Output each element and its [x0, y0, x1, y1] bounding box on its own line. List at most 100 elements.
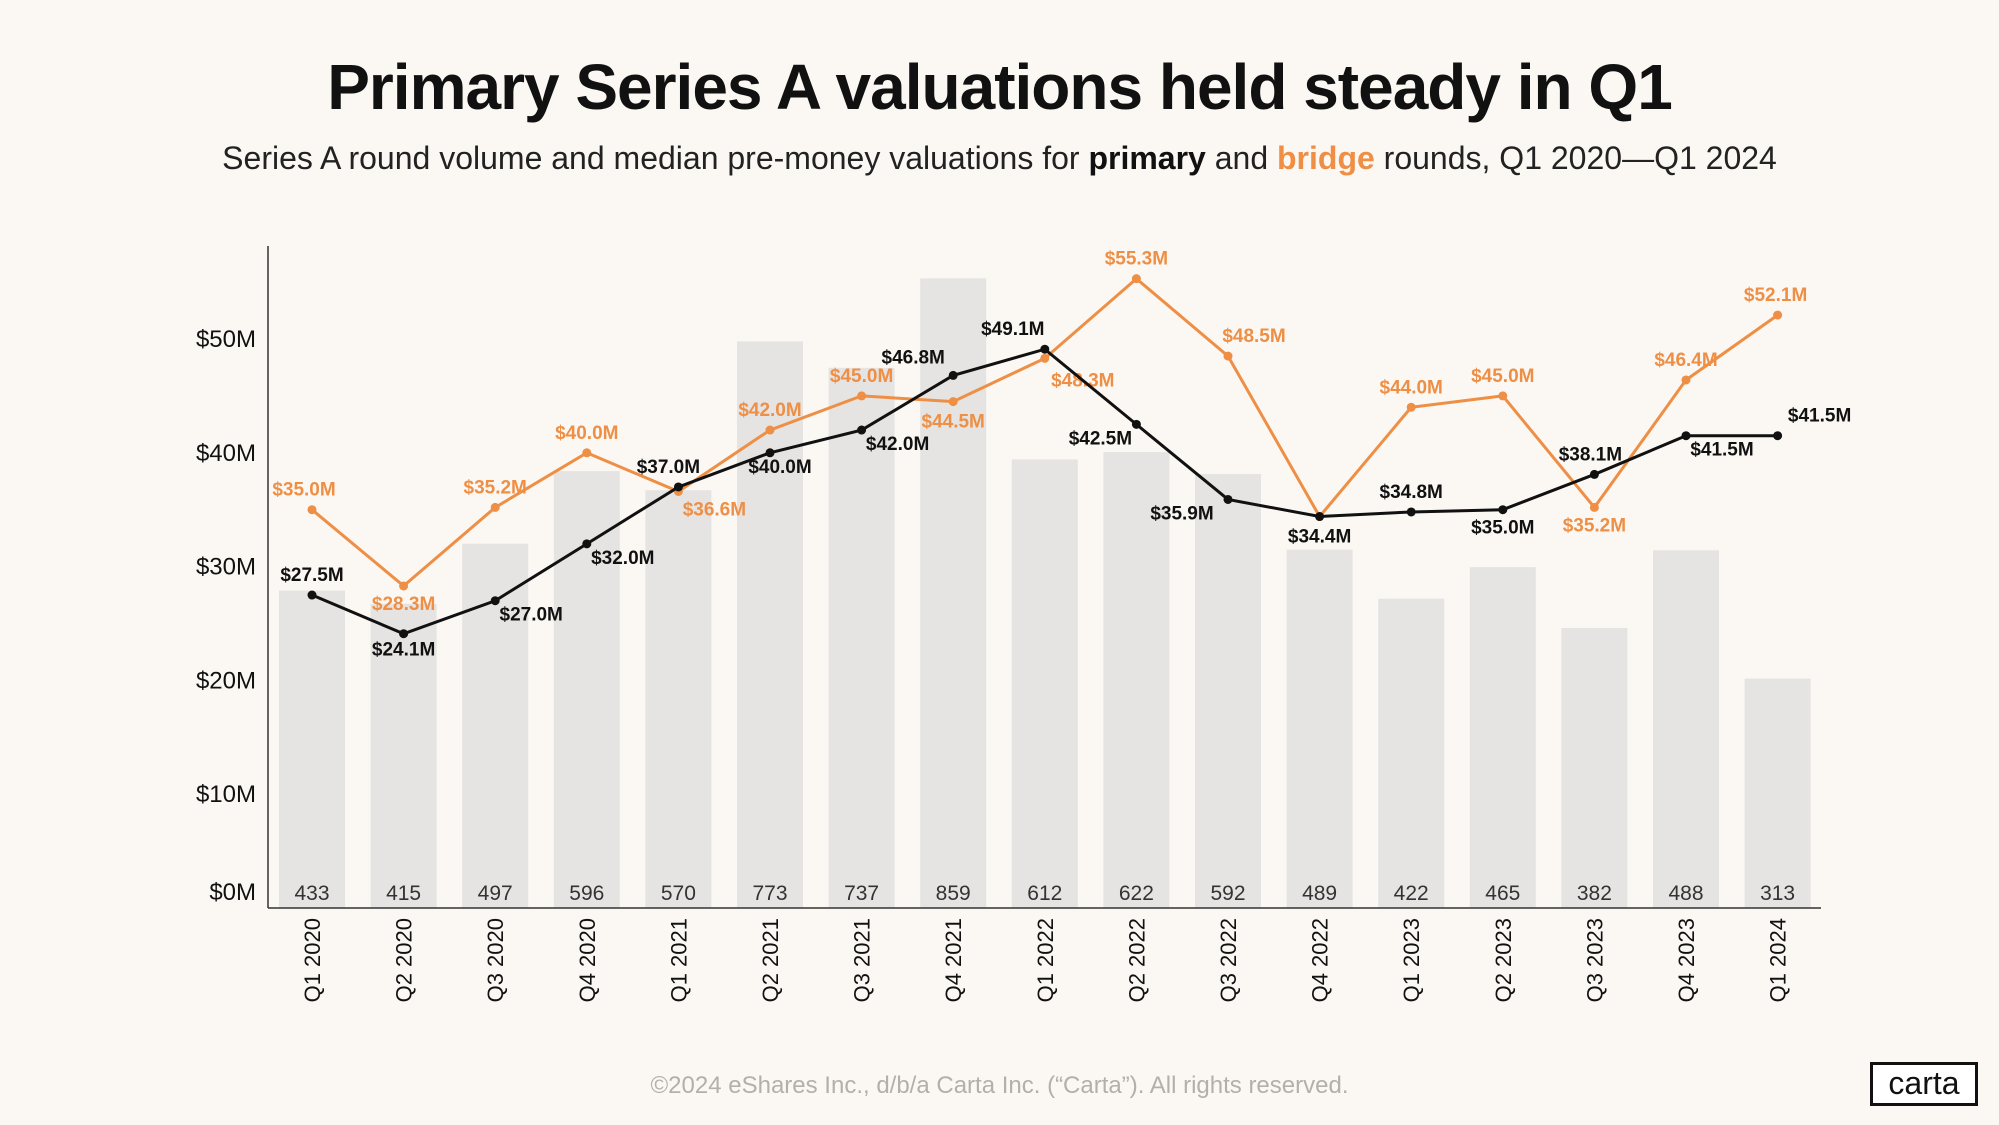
- carta-logo: carta: [1870, 1062, 1978, 1106]
- bridge-point: [1589, 502, 1599, 512]
- primary-data-label: $32.0M: [591, 548, 654, 569]
- primary-point: [1131, 419, 1141, 429]
- bar-count-label: 497: [478, 882, 513, 905]
- primary-data-label: $35.9M: [1150, 503, 1213, 524]
- primary-data-label: $42.5M: [1069, 428, 1132, 449]
- volume-bar: [1011, 459, 1078, 908]
- chart-subtitle: Series A round volume and median pre-mon…: [0, 140, 1999, 177]
- x-tick-label: Q3 2022: [1216, 918, 1241, 1002]
- bar-count-label: 488: [1668, 882, 1703, 905]
- y-tick-label: $40M: [196, 440, 256, 467]
- bar-count-label: 433: [294, 882, 329, 905]
- primary-point: [399, 629, 409, 639]
- bar-count-label: 592: [1210, 882, 1245, 905]
- primary-data-label: $49.1M: [981, 319, 1044, 340]
- bridge-data-label: $48.5M: [1222, 326, 1285, 347]
- primary-data-label: $35.0M: [1471, 518, 1534, 539]
- primary-point: [948, 370, 958, 380]
- volume-bar: [1378, 598, 1445, 908]
- bar-count-label: 570: [661, 882, 696, 905]
- primary-point: [1040, 344, 1050, 354]
- x-tick-label: Q4 2023: [1674, 918, 1699, 1002]
- volume-bar: [1195, 474, 1261, 908]
- y-tick-label: $50M: [196, 326, 256, 353]
- volume-bar: [553, 471, 620, 908]
- primary-data-label: $34.4M: [1288, 527, 1351, 548]
- bridge-point: [490, 502, 500, 512]
- volume-bar: [370, 603, 437, 908]
- subtitle-suffix: rounds, Q1 2020—Q1 2024: [1374, 140, 1777, 176]
- x-tick-label: Q1 2022: [1033, 918, 1058, 1002]
- x-tick-label: Q4 2022: [1308, 918, 1333, 1002]
- bridge-point: [1131, 274, 1141, 284]
- primary-point: [765, 448, 775, 458]
- volume-bar: [1561, 627, 1628, 908]
- volume-bar: [1286, 549, 1353, 908]
- primary-data-label: $42.0M: [866, 434, 929, 455]
- bar-count-label: 612: [1027, 882, 1062, 905]
- bridge-data-label: $52.1M: [1744, 285, 1807, 306]
- bar-count-label: 859: [936, 882, 971, 905]
- bridge-data-label: $45.0M: [1471, 366, 1534, 387]
- volume-bar: [279, 590, 345, 908]
- chart-title: Primary Series A valuations held steady …: [327, 51, 1673, 123]
- volume-bar: [1103, 452, 1170, 908]
- bridge-point: [857, 391, 867, 401]
- primary-data-label: $27.0M: [500, 605, 563, 626]
- primary-point: [307, 590, 317, 600]
- x-tick-label: Q3 2023: [1582, 918, 1607, 1002]
- x-tick-label: Q4 2021: [941, 918, 966, 1002]
- primary-point: [1681, 431, 1691, 441]
- bar-count-label: 422: [1394, 882, 1429, 905]
- volume-bar: [737, 341, 803, 908]
- bar-count-label: 737: [844, 882, 879, 905]
- volume-bar: [828, 367, 895, 908]
- bar-count-label: 415: [386, 882, 421, 905]
- bar-count-label: 622: [1119, 882, 1154, 905]
- bridge-data-label: $44.5M: [922, 412, 985, 433]
- primary-point: [1315, 512, 1325, 522]
- bridge-point: [1498, 391, 1508, 401]
- volume-bar: [645, 490, 712, 908]
- y-tick-label: $10M: [196, 781, 256, 808]
- bar-count-label: 382: [1577, 882, 1612, 905]
- primary-point: [1406, 507, 1416, 517]
- primary-point: [582, 539, 592, 549]
- bridge-data-label: $35.2M: [464, 477, 527, 498]
- x-tick-label: Q2 2022: [1124, 918, 1149, 1002]
- bridge-point: [1406, 402, 1416, 412]
- volume-bar: [1653, 550, 1719, 908]
- primary-data-label: $41.5M: [1788, 406, 1851, 427]
- bar-count-label: 489: [1302, 882, 1337, 905]
- volume-bar: [1744, 678, 1811, 908]
- primary-data-label: $41.5M: [1690, 440, 1753, 461]
- bar-count-label: 596: [569, 882, 604, 905]
- bridge-data-label: $36.6M: [683, 499, 746, 520]
- subtitle-primary: primary: [1088, 140, 1206, 176]
- y-tick-label: $0M: [209, 879, 256, 906]
- primary-point: [1773, 431, 1783, 441]
- x-tick-label: Q3 2020: [483, 918, 508, 1002]
- subtitle-bridge: bridge: [1277, 140, 1375, 176]
- primary-point: [1223, 494, 1233, 504]
- x-tick-label: Q1 2024: [1766, 918, 1791, 1002]
- y-tick-label: $30M: [196, 554, 256, 581]
- primary-data-label: $27.5M: [280, 565, 343, 586]
- bridge-point: [399, 581, 409, 591]
- bridge-data-label: $45.0M: [830, 366, 893, 387]
- bridge-point: [307, 505, 317, 515]
- bridge-data-label: $28.3M: [372, 594, 435, 615]
- bridge-point: [1040, 353, 1050, 363]
- bridge-data-label: $44.0M: [1380, 377, 1443, 398]
- x-tick-label: Q1 2020: [300, 918, 325, 1002]
- subtitle-prefix: Series A round volume and median pre-mon…: [222, 140, 1089, 176]
- bridge-point: [765, 425, 775, 435]
- subtitle-and: and: [1205, 140, 1277, 176]
- x-tick-label: Q2 2020: [392, 918, 417, 1002]
- bridge-data-label: $42.0M: [738, 400, 801, 421]
- x-tick-label: Q2 2021: [758, 918, 783, 1002]
- primary-data-label: $40.0M: [748, 457, 811, 478]
- volume-bar: [920, 278, 987, 908]
- primary-data-label: $24.1M: [372, 640, 435, 661]
